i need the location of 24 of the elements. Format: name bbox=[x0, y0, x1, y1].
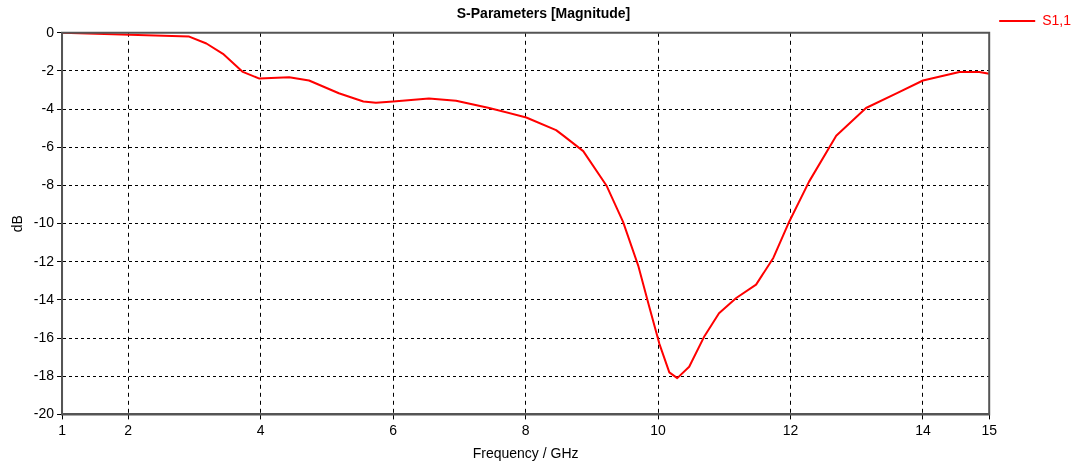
x-axis-title: Frequency / GHz bbox=[472, 445, 579, 462]
x-tick-label: 10 bbox=[650, 421, 667, 438]
x-tick-label: 15 bbox=[981, 421, 998, 438]
x-tick-label: 1 bbox=[58, 421, 67, 438]
x-tick-label: 2 bbox=[124, 421, 133, 438]
x-tick-label: 4 bbox=[256, 421, 265, 438]
y-tick-label: -18 bbox=[33, 367, 55, 384]
y-axis-title: dB bbox=[9, 215, 26, 233]
y-tick-label: -8 bbox=[41, 176, 55, 193]
y-tick-label: -4 bbox=[41, 99, 55, 116]
y-tick-label: -2 bbox=[41, 61, 55, 78]
y-tick-label: -20 bbox=[33, 405, 55, 422]
y-tick-label: -14 bbox=[33, 290, 55, 307]
x-tick-label: 14 bbox=[915, 421, 931, 438]
chart-title: S-Parameters [Magnitude] bbox=[456, 5, 631, 22]
x-tick-label: 12 bbox=[782, 421, 799, 438]
legend-label: S1,1 bbox=[1042, 11, 1072, 28]
y-tick-label: -16 bbox=[33, 328, 55, 345]
y-tick-label: 0 bbox=[46, 23, 55, 40]
y-tick-label: -10 bbox=[33, 214, 55, 231]
x-tick-label: 8 bbox=[521, 421, 530, 438]
y-tick-label: -6 bbox=[41, 138, 55, 155]
x-tick-label: 6 bbox=[389, 421, 398, 438]
y-tick-label: -12 bbox=[33, 252, 55, 269]
